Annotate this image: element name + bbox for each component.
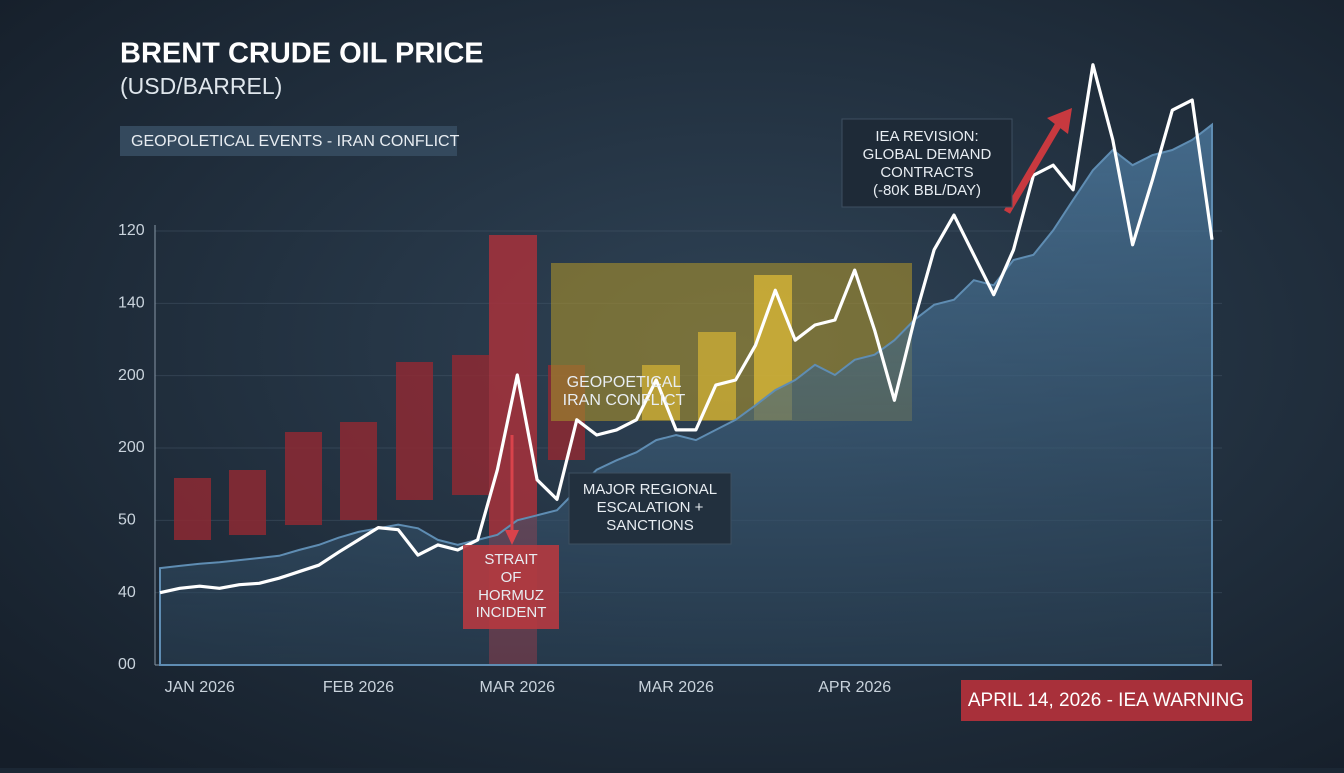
annotation: INCIDENT — [476, 604, 547, 621]
event-bar — [396, 362, 433, 500]
chart-title: BRENT CRUDE OIL PRICE — [120, 38, 484, 70]
banner-box — [961, 680, 1252, 721]
y-tick-label: 50 — [118, 512, 136, 529]
event-bar — [285, 432, 322, 525]
banner: APRIL 14, 2026 - IEA WARNING — [968, 690, 1244, 711]
y-tick-label: 40 — [118, 584, 136, 601]
annotation: GLOBAL DEMAND — [863, 146, 992, 163]
annotation: ESCALATION + — [597, 499, 704, 516]
y-tick-label: 140 — [118, 295, 145, 312]
chart-subtitle: (USD/BARREL) — [120, 73, 282, 99]
event-bar — [452, 355, 489, 495]
annotation-box — [463, 545, 559, 629]
event-bar — [340, 422, 377, 520]
annotation: HORMUZ — [478, 587, 544, 604]
annotation-box — [841, 118, 1013, 208]
annotation-box — [568, 472, 732, 545]
legend-box — [120, 126, 457, 156]
y-tick-label: 120 — [118, 222, 145, 239]
legend-label: GEOPOLETICAL EVENTS - IRAN CONFLICT — [131, 133, 460, 150]
x-tick-label: APR 2026 — [818, 679, 891, 696]
annotation: IRAN CONFLICT — [563, 392, 686, 409]
plot — [159, 63, 1214, 666]
arrow-head — [505, 530, 519, 545]
y-tick-label: 00 — [118, 656, 136, 673]
annotation: SANCTIONS — [606, 517, 694, 534]
annotation: MAJOR REGIONAL — [583, 481, 717, 498]
event-bar — [698, 332, 736, 420]
price-line — [159, 63, 1214, 595]
x-tick-label: FEB 2026 — [323, 679, 394, 696]
arrow — [1003, 120, 1064, 214]
annotation: STRAIT — [484, 551, 537, 568]
x-tick-label: MAR 2026 — [638, 679, 714, 696]
x-tick-label: MAR 2026 — [479, 679, 555, 696]
arrow-head — [1047, 108, 1072, 134]
area — [159, 122, 1213, 666]
y-tick-label: 200 — [118, 439, 145, 456]
annotation: OF — [501, 569, 522, 586]
event-bar — [229, 470, 266, 535]
y-tick-label: 200 — [118, 367, 145, 384]
annotation: CONTRACTS — [880, 164, 973, 181]
annotation: IEA REVISION: — [875, 128, 978, 145]
annotation: GEOPOETICAL — [567, 374, 682, 391]
event-bar — [174, 478, 211, 540]
x-tick-label: JAN 2026 — [165, 679, 235, 696]
annotation: (-80K BBL/DAY) — [873, 182, 981, 199]
